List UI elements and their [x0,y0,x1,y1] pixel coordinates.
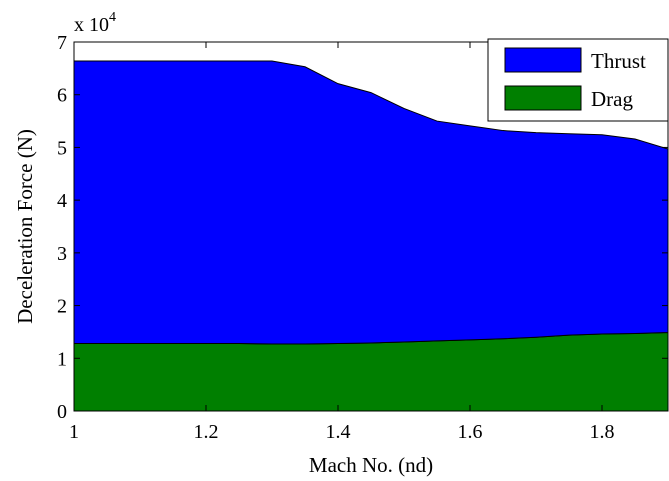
y-axis-multiplier: x 104 [74,10,116,36]
x-tick-label: 1.4 [326,421,351,443]
y-tick-label: 3 [57,243,67,265]
y-tick-label: 1 [57,348,67,370]
y-tick-label: 4 [57,190,67,212]
legend-swatch-drag [504,85,582,111]
legend-label-drag: Drag [591,87,633,111]
x-tick-label: 1.6 [458,421,483,443]
y-axis-title: Deceleration Force (N) [13,129,37,324]
legend: Thrust Drag [487,38,669,122]
x-tick-label: 1.2 [194,421,219,443]
x-axis-title: Mach No. (nd) [309,453,433,477]
area-drag [73,331,669,412]
legend-label-thrust: Thrust [591,49,646,73]
y-tick-label: 5 [57,137,67,159]
x-axis: 1 1.2 1.4 1.6 1.8 [69,42,615,443]
y-tick-label: 7 [57,32,67,54]
y-tick-label: 2 [57,296,67,318]
plot-frame [73,41,669,412]
x-tick-label: 1 [69,421,79,443]
legend-swatch-thrust [504,47,582,73]
x-tick-label: 1.8 [590,421,615,443]
y-tick-label: 6 [57,85,67,107]
plot-areas [73,60,669,412]
y-tick-label: 0 [57,401,67,423]
